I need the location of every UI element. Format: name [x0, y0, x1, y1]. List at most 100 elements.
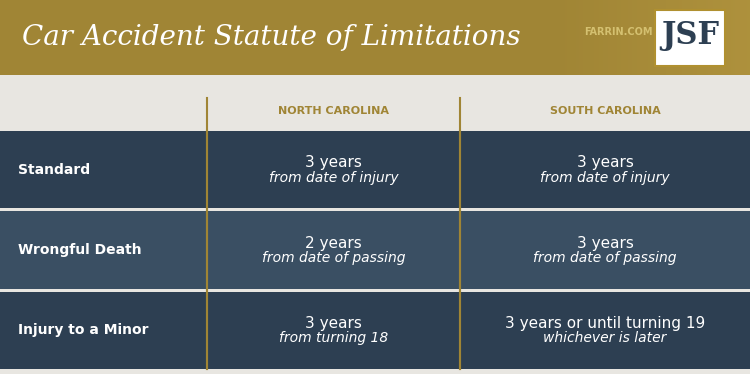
FancyBboxPatch shape: [640, 0, 641, 75]
FancyBboxPatch shape: [619, 0, 620, 75]
FancyBboxPatch shape: [744, 0, 745, 75]
FancyBboxPatch shape: [674, 0, 675, 75]
FancyBboxPatch shape: [659, 0, 660, 75]
FancyBboxPatch shape: [670, 0, 671, 75]
FancyBboxPatch shape: [684, 0, 685, 75]
FancyBboxPatch shape: [729, 0, 730, 75]
FancyBboxPatch shape: [703, 0, 704, 75]
FancyBboxPatch shape: [746, 0, 747, 75]
FancyBboxPatch shape: [655, 0, 656, 75]
FancyBboxPatch shape: [0, 75, 750, 374]
FancyBboxPatch shape: [605, 0, 606, 75]
FancyBboxPatch shape: [682, 0, 683, 75]
FancyBboxPatch shape: [647, 0, 648, 75]
FancyBboxPatch shape: [658, 0, 659, 75]
FancyBboxPatch shape: [0, 131, 750, 208]
FancyBboxPatch shape: [629, 0, 630, 75]
FancyBboxPatch shape: [607, 0, 608, 75]
FancyBboxPatch shape: [645, 0, 646, 75]
FancyBboxPatch shape: [0, 0, 750, 75]
FancyBboxPatch shape: [632, 0, 633, 75]
FancyBboxPatch shape: [614, 0, 615, 75]
FancyBboxPatch shape: [705, 0, 706, 75]
FancyBboxPatch shape: [587, 0, 588, 75]
FancyBboxPatch shape: [743, 0, 744, 75]
FancyBboxPatch shape: [745, 0, 746, 75]
FancyBboxPatch shape: [669, 0, 670, 75]
FancyBboxPatch shape: [642, 0, 643, 75]
FancyBboxPatch shape: [690, 0, 691, 75]
FancyBboxPatch shape: [634, 0, 635, 75]
FancyBboxPatch shape: [655, 10, 725, 66]
Text: NORTH CAROLINA: NORTH CAROLINA: [278, 106, 389, 116]
FancyBboxPatch shape: [594, 0, 595, 75]
FancyBboxPatch shape: [719, 0, 720, 75]
FancyBboxPatch shape: [702, 0, 703, 75]
FancyBboxPatch shape: [715, 0, 716, 75]
FancyBboxPatch shape: [673, 0, 674, 75]
FancyBboxPatch shape: [714, 0, 715, 75]
FancyBboxPatch shape: [676, 0, 677, 75]
FancyBboxPatch shape: [671, 0, 672, 75]
FancyBboxPatch shape: [641, 0, 642, 75]
FancyBboxPatch shape: [713, 0, 714, 75]
Text: Standard: Standard: [18, 163, 90, 177]
FancyBboxPatch shape: [749, 0, 750, 75]
FancyBboxPatch shape: [593, 0, 594, 75]
FancyBboxPatch shape: [602, 0, 603, 75]
Text: 3 years: 3 years: [577, 236, 634, 251]
FancyBboxPatch shape: [662, 0, 663, 75]
FancyBboxPatch shape: [628, 0, 629, 75]
FancyBboxPatch shape: [683, 0, 684, 75]
FancyBboxPatch shape: [721, 0, 722, 75]
FancyBboxPatch shape: [592, 0, 593, 75]
FancyBboxPatch shape: [700, 0, 701, 75]
FancyBboxPatch shape: [677, 0, 678, 75]
FancyBboxPatch shape: [633, 0, 634, 75]
FancyBboxPatch shape: [609, 0, 610, 75]
FancyBboxPatch shape: [692, 0, 693, 75]
FancyBboxPatch shape: [621, 0, 622, 75]
FancyBboxPatch shape: [603, 0, 604, 75]
FancyBboxPatch shape: [598, 0, 599, 75]
FancyBboxPatch shape: [735, 0, 736, 75]
FancyBboxPatch shape: [693, 0, 694, 75]
FancyBboxPatch shape: [586, 0, 587, 75]
FancyBboxPatch shape: [654, 0, 655, 75]
FancyBboxPatch shape: [747, 0, 748, 75]
FancyBboxPatch shape: [694, 0, 695, 75]
FancyBboxPatch shape: [727, 0, 728, 75]
FancyBboxPatch shape: [589, 0, 590, 75]
Text: Car Accident Statute of Limitations: Car Accident Statute of Limitations: [22, 24, 520, 51]
FancyBboxPatch shape: [687, 0, 688, 75]
Text: from date of injury: from date of injury: [268, 171, 398, 185]
FancyBboxPatch shape: [722, 0, 723, 75]
FancyBboxPatch shape: [644, 0, 645, 75]
FancyBboxPatch shape: [710, 0, 711, 75]
FancyBboxPatch shape: [706, 0, 707, 75]
FancyBboxPatch shape: [717, 0, 718, 75]
FancyBboxPatch shape: [720, 0, 721, 75]
FancyBboxPatch shape: [626, 0, 627, 75]
FancyBboxPatch shape: [726, 0, 727, 75]
Text: FARRIN.COM: FARRIN.COM: [584, 27, 652, 37]
FancyBboxPatch shape: [678, 0, 679, 75]
FancyBboxPatch shape: [660, 0, 661, 75]
FancyBboxPatch shape: [606, 0, 607, 75]
FancyBboxPatch shape: [611, 0, 612, 75]
FancyBboxPatch shape: [667, 0, 668, 75]
Text: JSF: JSF: [661, 20, 719, 51]
FancyBboxPatch shape: [672, 0, 673, 75]
FancyBboxPatch shape: [733, 0, 734, 75]
FancyBboxPatch shape: [612, 0, 613, 75]
FancyBboxPatch shape: [712, 0, 713, 75]
FancyBboxPatch shape: [580, 0, 581, 75]
FancyBboxPatch shape: [707, 0, 708, 75]
FancyBboxPatch shape: [688, 0, 689, 75]
FancyBboxPatch shape: [656, 0, 657, 75]
Text: 3 years: 3 years: [577, 155, 634, 170]
FancyBboxPatch shape: [730, 0, 731, 75]
Text: Injury to a Minor: Injury to a Minor: [18, 324, 148, 337]
FancyBboxPatch shape: [657, 0, 658, 75]
FancyBboxPatch shape: [728, 0, 729, 75]
